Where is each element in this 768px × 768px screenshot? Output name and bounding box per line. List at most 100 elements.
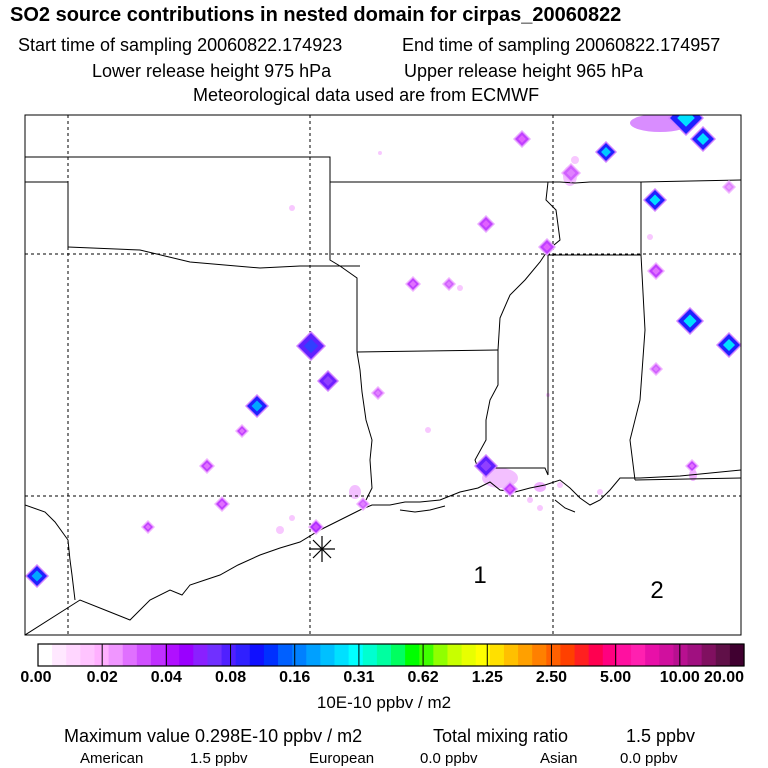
colorbar-cell bbox=[687, 644, 703, 666]
lat-lon-grid bbox=[25, 115, 741, 635]
colorbar-cell bbox=[518, 644, 533, 666]
source-marker bbox=[405, 276, 421, 292]
point-sources bbox=[25, 115, 741, 588]
colorbar-cell bbox=[489, 644, 505, 666]
colorbar-cell bbox=[334, 644, 350, 666]
source-marker bbox=[685, 459, 699, 473]
colorbar-cell bbox=[292, 644, 307, 666]
colorbar-cell bbox=[419, 644, 434, 666]
colorbar-cell bbox=[52, 644, 67, 666]
end-time: End time of sampling 20060822.174957 bbox=[402, 35, 721, 55]
chart-title: SO2 source contributions in nested domai… bbox=[10, 4, 622, 26]
colorbar-cell bbox=[673, 644, 689, 666]
colorbar-cell bbox=[391, 644, 406, 666]
colorbar-cell bbox=[193, 644, 209, 666]
source-marker bbox=[199, 458, 215, 474]
colorbar bbox=[37, 643, 745, 667]
source-marker bbox=[538, 238, 556, 256]
colorbar-cell bbox=[207, 644, 223, 666]
colorbar-cell bbox=[560, 644, 576, 666]
total-mixing-ratio-value: 1.5 ppbv bbox=[626, 726, 696, 746]
region-label-2: 2 bbox=[650, 577, 663, 604]
colorbar-cell bbox=[80, 644, 96, 666]
source-marker bbox=[502, 481, 518, 497]
source-marker bbox=[595, 141, 617, 163]
source-marker bbox=[371, 386, 385, 400]
source-marker bbox=[668, 115, 704, 136]
colorbar-tick-label: 5.00 bbox=[600, 669, 632, 686]
total-mixing-ratio-label: Total mixing ratio bbox=[433, 726, 569, 746]
asian-label: Asian bbox=[540, 750, 578, 767]
colorbar-tick-label: 0.16 bbox=[279, 669, 311, 686]
colorbar-cell bbox=[66, 644, 81, 666]
plume-faint-dots bbox=[276, 151, 653, 534]
colorbar-cell bbox=[729, 644, 745, 666]
colorbar-cell bbox=[306, 644, 321, 666]
colorbar-cell bbox=[574, 644, 590, 666]
receptor-star bbox=[309, 536, 335, 562]
source-marker bbox=[356, 497, 370, 511]
source-marker bbox=[676, 307, 704, 335]
colorbar-cell bbox=[475, 644, 491, 666]
colorbar-cell bbox=[122, 644, 138, 666]
colorbar-cell bbox=[376, 644, 392, 666]
source-marker bbox=[649, 362, 663, 376]
european-value: 0.0 ppbv bbox=[420, 750, 478, 767]
colorbar-cell bbox=[108, 644, 124, 666]
source-marker bbox=[214, 496, 230, 512]
european-label: European bbox=[309, 750, 375, 767]
colorbar-tick-label: 0.62 bbox=[407, 669, 439, 686]
colorbar-cell bbox=[701, 644, 717, 666]
colorbar-cell bbox=[362, 644, 378, 666]
american-value: 1.5 ppbv bbox=[190, 750, 248, 767]
colorbar-cell bbox=[546, 644, 562, 666]
maximum-value: Maximum value 0.298E-10 ppbv / m2 bbox=[64, 726, 363, 746]
colorbar-tick-label: 1.25 bbox=[471, 669, 503, 686]
colorbar-tick-label: 0.08 bbox=[214, 669, 247, 686]
colorbar-tick-label: 10.00 bbox=[659, 669, 700, 686]
colorbar-cell bbox=[150, 644, 166, 666]
colorbar-cell bbox=[263, 644, 279, 666]
colorbar-cell bbox=[503, 644, 519, 666]
met-data-source: Meteorological data used are from ECMWF bbox=[193, 85, 540, 105]
colorbar-cell bbox=[320, 644, 336, 666]
upper-release-height: Upper release height 965 hPa bbox=[404, 61, 644, 81]
source-marker bbox=[647, 262, 665, 280]
source-marker bbox=[442, 277, 456, 291]
state-boundaries bbox=[25, 156, 741, 501]
colorbar-tick-label: 0.31 bbox=[343, 669, 375, 686]
colorbar-units: 10E-10 ppbv / m2 bbox=[316, 693, 452, 712]
coastline bbox=[25, 469, 741, 635]
colorbar-cell bbox=[433, 644, 449, 666]
colorbar-cell bbox=[249, 644, 265, 666]
source-marker bbox=[690, 126, 716, 152]
map-frame bbox=[24, 114, 742, 636]
source-marker bbox=[513, 130, 531, 148]
source-marker bbox=[474, 454, 498, 478]
region-label-1: 1 bbox=[473, 562, 486, 589]
colorbar-cell bbox=[602, 644, 618, 666]
source-marker bbox=[317, 370, 339, 392]
map-panel: 1 2 bbox=[24, 114, 742, 636]
colorbar-tick-label: 0.00 bbox=[20, 669, 52, 686]
source-marker bbox=[25, 564, 49, 588]
colorbar-cell bbox=[715, 644, 731, 666]
colorbar-cell bbox=[616, 644, 632, 666]
colorbar-cell bbox=[38, 644, 53, 666]
asian-value: 0.0 ppbv bbox=[620, 750, 678, 767]
source-marker bbox=[722, 180, 736, 194]
source-marker bbox=[643, 188, 667, 212]
source-marker bbox=[141, 520, 155, 534]
colorbar-cell bbox=[179, 644, 194, 666]
start-time: Start time of sampling 20060822.174923 bbox=[18, 35, 343, 55]
colorbar-cell bbox=[165, 644, 180, 666]
source-marker bbox=[296, 331, 326, 361]
colorbar-cell bbox=[136, 644, 152, 666]
colorbar-cell bbox=[461, 644, 477, 666]
colorbar-cell bbox=[235, 644, 251, 666]
source-marker bbox=[477, 215, 495, 233]
colorbar-cell bbox=[278, 644, 293, 666]
source-marker bbox=[716, 332, 741, 358]
plume-patches bbox=[349, 115, 697, 499]
colorbar-tick-label: 0.04 bbox=[150, 669, 182, 686]
